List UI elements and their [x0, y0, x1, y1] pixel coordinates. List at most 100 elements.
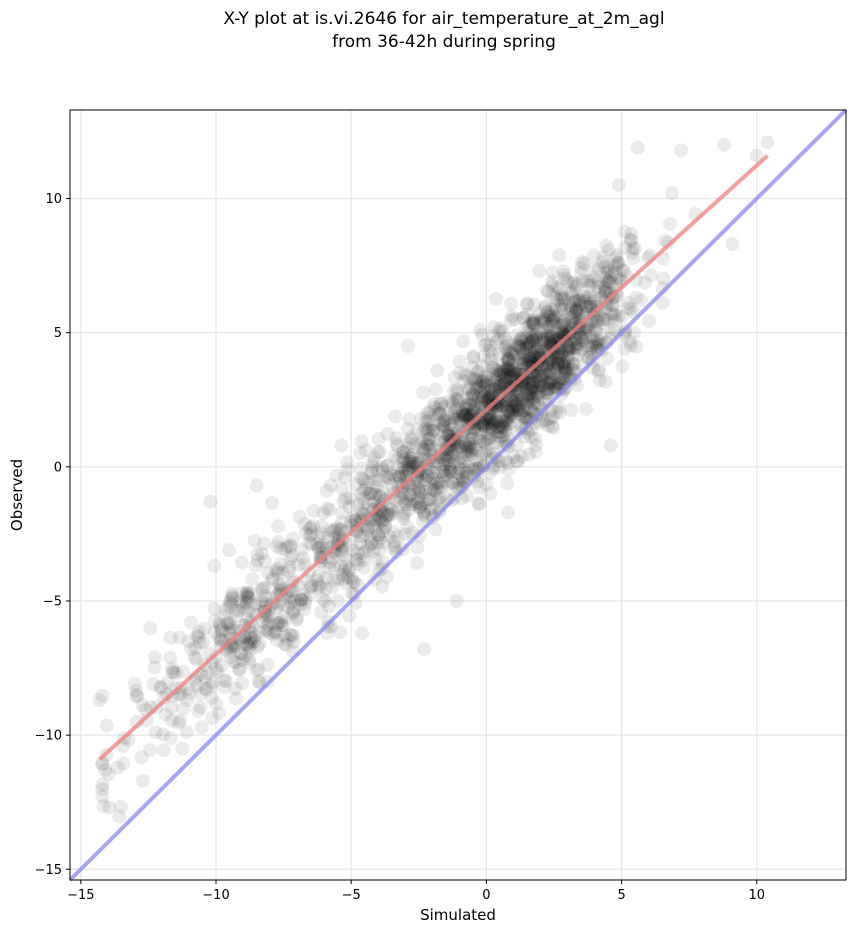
scatter-point — [534, 378, 549, 393]
scatter-point — [522, 382, 537, 396]
scatter-point — [575, 273, 590, 288]
scatter-point — [245, 572, 260, 587]
scatter-point — [508, 394, 522, 408]
scatter-point — [406, 482, 421, 497]
scatter-point — [627, 325, 642, 340]
scatter-point — [459, 400, 474, 415]
scatter-point — [502, 415, 517, 430]
scatter-point — [548, 310, 563, 325]
scatter-point — [505, 407, 519, 422]
scatter-point — [545, 377, 560, 392]
scatter-point — [618, 325, 633, 340]
scatter-point — [493, 430, 508, 445]
scatter-point — [147, 660, 162, 675]
scatter-point — [564, 372, 579, 387]
scatter-point — [343, 537, 358, 552]
scatter-point — [558, 365, 573, 379]
scatter-point — [549, 290, 564, 305]
scatter-point — [95, 782, 110, 797]
scatter-point — [400, 520, 415, 535]
scatter-point — [410, 422, 425, 437]
scatter-point — [551, 400, 566, 415]
scatter-point — [537, 332, 552, 347]
scatter-point — [534, 315, 549, 330]
scatter-point — [487, 435, 502, 450]
scatter-point — [552, 405, 567, 420]
scatter-point — [521, 350, 536, 365]
scatter-point — [545, 409, 560, 424]
scatter-point — [508, 372, 523, 387]
scatter-point — [624, 338, 638, 353]
scatter-point — [440, 448, 455, 463]
scatter-point — [421, 423, 436, 437]
scatter-point — [491, 421, 506, 436]
scatter-point — [484, 402, 498, 417]
scatter-point — [380, 427, 395, 441]
scatter-point — [163, 731, 178, 745]
scatter-point — [334, 481, 349, 496]
scatter-point — [570, 348, 585, 363]
scatter-point — [539, 386, 554, 401]
scatter-point — [462, 436, 477, 451]
scatter-point — [717, 137, 732, 152]
scatter-point — [440, 428, 455, 443]
scatter-point — [453, 366, 467, 380]
scatter-point — [160, 675, 175, 690]
scatter-point — [500, 417, 515, 432]
scatter-point — [198, 681, 213, 696]
scatter-point — [427, 476, 442, 491]
scatter-point — [469, 371, 483, 386]
scatter-point — [547, 309, 562, 324]
scatter-point — [475, 410, 490, 425]
scatter-point — [375, 579, 390, 594]
scatter-point — [401, 502, 416, 517]
scatter-point — [526, 374, 541, 389]
scatter-point — [224, 597, 239, 612]
scatter-point — [448, 405, 463, 420]
scatter-point — [311, 540, 326, 555]
scatter-point — [501, 364, 516, 379]
scatter-point — [281, 563, 296, 578]
scatter-point — [493, 378, 508, 393]
scatter-point — [334, 522, 349, 537]
scatter-point — [527, 297, 542, 312]
scatter-point — [522, 334, 537, 349]
scatter-point — [460, 390, 475, 405]
scatter-point — [554, 349, 569, 364]
scatter-point — [628, 241, 643, 256]
scatter-point — [242, 652, 257, 667]
scatter-point — [515, 331, 530, 345]
scatter-point — [479, 443, 494, 458]
scatter-point — [376, 535, 391, 550]
scatter-point — [497, 371, 512, 386]
scatter-point — [495, 398, 510, 413]
scatter-point — [360, 519, 375, 534]
scatter-point — [241, 603, 256, 618]
scatter-point — [527, 416, 541, 430]
scatter-point — [476, 390, 491, 405]
scatter-point — [283, 551, 298, 566]
scatter-point — [483, 430, 498, 445]
scatter-point — [543, 308, 558, 323]
scatter-point — [333, 625, 348, 640]
scatter-point — [249, 607, 264, 622]
scatter-point — [542, 376, 557, 391]
scatter-point — [538, 298, 553, 313]
scatter-point — [419, 410, 434, 425]
scatter-point — [325, 580, 340, 595]
scatter-point — [536, 335, 551, 350]
scatter-point — [403, 456, 418, 471]
scatter-point — [601, 275, 616, 290]
scatter-point — [346, 543, 361, 558]
scatter-point — [338, 559, 353, 574]
scatter-point — [257, 536, 272, 551]
scatter-point — [217, 680, 232, 695]
scatter-point — [335, 567, 350, 582]
scatter-point — [298, 596, 313, 611]
scatter-point — [516, 311, 531, 326]
scatter-point — [112, 809, 127, 824]
scatter-point — [446, 448, 461, 463]
scatter-point — [433, 490, 447, 505]
scatter-point — [396, 487, 411, 502]
scatter-point — [500, 404, 514, 419]
